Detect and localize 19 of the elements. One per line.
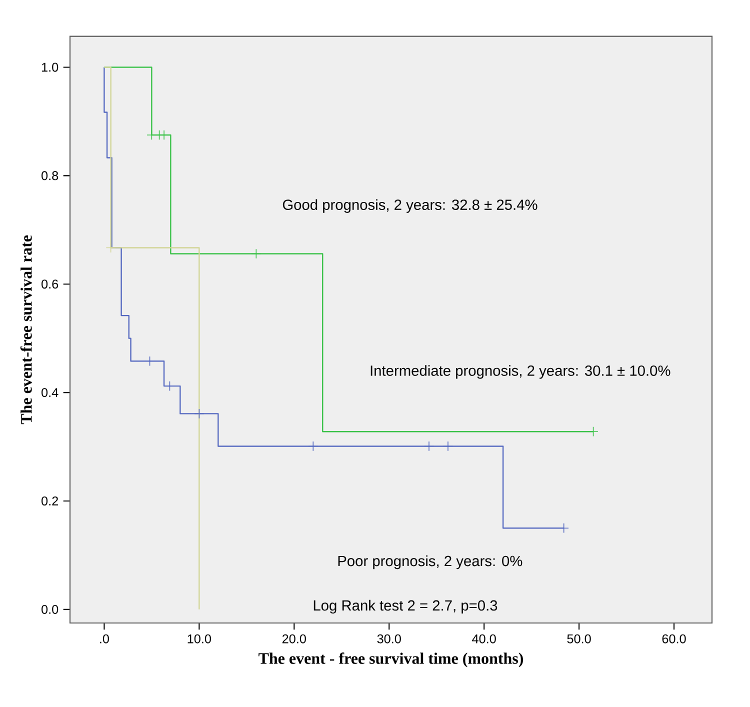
x-tick-label: 60.0	[662, 634, 686, 644]
y-tick-label: 1.0	[42, 62, 58, 72]
x-tick-label: 30.0	[377, 634, 401, 644]
y-tick-label: 0.0	[42, 604, 58, 614]
annotation: Intermediate prognosis, 2 years: 30.1 ± 10.0%	[370, 365, 670, 379]
x-tick-label: 50.0	[567, 634, 591, 644]
annotation: Good prognosis, 2 years: 32.8 ± 25.4%	[282, 199, 538, 213]
y-tick-label: 0.6	[42, 280, 58, 289]
y-tick-label: 0.8	[42, 171, 58, 180]
x-axis-title: The event - free survival time (months)	[258, 652, 524, 668]
x-tick-label: 10.0	[188, 634, 211, 644]
y-axis-title: The event-free survival rate	[20, 235, 32, 424]
x-tick-label: .0	[100, 634, 109, 644]
y-tick-label: 0.4	[42, 388, 58, 398]
annotation: Poor prognosis, 2 years: 0%	[338, 555, 522, 570]
y-tick-label: 0.2	[42, 496, 58, 506]
annotation: Log Rank test 2 = 2.7, p=0.3	[314, 600, 498, 614]
x-tick-label: 20.0	[282, 634, 306, 644]
x-tick-label: 40.0	[472, 634, 496, 644]
